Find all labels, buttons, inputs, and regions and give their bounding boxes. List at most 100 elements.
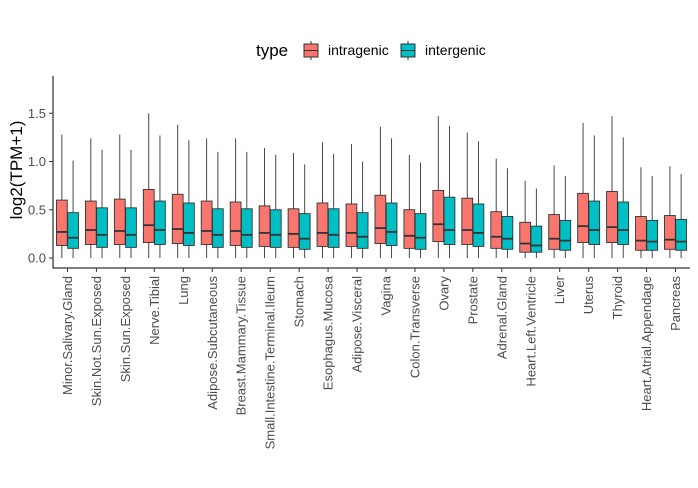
legend-label-intergenic: intergenic [425, 42, 486, 58]
box-intragenic [432, 116, 445, 258]
box-intragenic [606, 116, 618, 258]
box-intragenic [56, 134, 68, 258]
box-body [548, 214, 560, 250]
box-intergenic [414, 162, 427, 258]
box-intergenic [385, 138, 398, 258]
x-tick-label: Uterus [581, 276, 596, 315]
box-body [67, 212, 79, 249]
box-intragenic [374, 126, 387, 258]
box-intragenic [548, 165, 560, 258]
box-intergenic [588, 135, 601, 258]
x-tick-label: Esophagus.Mucosa [321, 275, 336, 390]
y-tick-label: 0.5 [28, 202, 46, 217]
x-tick-label: Lung [176, 276, 191, 305]
box-body [374, 194, 387, 244]
x-tick-label: Nerve.Tibial [147, 276, 162, 345]
y-tick-label: 1.0 [28, 154, 46, 169]
box-intragenic [84, 138, 97, 258]
box-intragenic [316, 142, 329, 258]
box-body [287, 208, 300, 248]
box-intragenic [635, 167, 647, 258]
x-tick-label: Vagina [378, 275, 393, 315]
box-body [316, 202, 329, 247]
box-intragenic [461, 132, 474, 258]
box-intergenic [472, 141, 485, 258]
box-body [664, 215, 676, 250]
box-body [443, 196, 456, 245]
box-intergenic [617, 137, 630, 258]
x-tick-label: Skin.Sun.Exposed [118, 276, 133, 382]
box-body [211, 208, 224, 248]
box-body [519, 221, 532, 253]
legend-title: type [256, 41, 288, 60]
x-tick-label: Adrenal.Gland [494, 276, 509, 359]
box-intragenic [171, 124, 184, 258]
box-body [403, 209, 416, 249]
box-body [125, 207, 137, 248]
box-body [414, 213, 427, 250]
box-intergenic [211, 151, 224, 258]
box-body [606, 190, 618, 244]
box-body [675, 218, 687, 251]
box-body [461, 197, 474, 245]
box-intergenic [125, 149, 137, 258]
x-tick-label: Heart.Atrial.Appendage [639, 276, 654, 411]
box-body [559, 219, 572, 251]
box-intergenic [501, 168, 514, 258]
box-intragenic [664, 166, 676, 258]
legend-label-intragenic: intragenic [328, 42, 389, 58]
box-intragenic [142, 113, 155, 258]
legend-item-intragenic: intragenic [303, 41, 389, 60]
legend-item-intergenic: intergenic [400, 41, 486, 60]
box-body [298, 213, 311, 250]
box-body [617, 201, 630, 245]
box-body [432, 189, 445, 243]
x-tick-label: Prostate [465, 276, 480, 324]
box-intergenic [183, 140, 195, 258]
box-intergenic [356, 161, 369, 258]
y-tick-label: 0.0 [28, 251, 46, 266]
x-tick-label: Adipose.Subcutaneous [205, 276, 220, 410]
box-intragenic [229, 138, 242, 258]
x-tick-label: Minor.Salivary.Gland [60, 276, 75, 395]
legend: type intragenic intergenic [256, 41, 486, 60]
box-body [635, 216, 647, 251]
box-body [588, 200, 601, 245]
box-body [229, 201, 242, 246]
box-body [96, 207, 108, 248]
box-intragenic [258, 147, 271, 258]
box-body [56, 199, 68, 246]
box-intragenic [113, 134, 126, 258]
box-body [258, 205, 271, 247]
box-body [200, 200, 213, 245]
box-intragenic [577, 122, 589, 258]
x-tick-label: Liver [552, 275, 567, 304]
x-tick-label: Pancreas [668, 276, 683, 331]
x-tick-label: Skin.Not.Sun.Exposed [89, 276, 104, 406]
x-tick-label: Thyroid [610, 276, 625, 319]
box-body [269, 209, 282, 248]
x-tick-label: Heart.Left.Ventricle [523, 276, 538, 387]
box-intragenic [345, 144, 358, 258]
box-body [154, 200, 166, 245]
box-body [240, 208, 253, 248]
box-body [577, 192, 589, 244]
box-body [113, 198, 126, 245]
box-intergenic [154, 135, 166, 258]
box-body [530, 225, 543, 253]
box-intergenic [559, 175, 572, 258]
box-intergenic [646, 175, 659, 258]
y-axis-label: log2(TPM+1) [7, 121, 26, 220]
box-intergenic [240, 151, 253, 258]
box-body [490, 211, 503, 249]
box-intragenic [490, 158, 503, 258]
box-intergenic [298, 164, 311, 258]
box-intergenic [96, 149, 108, 258]
box-intergenic [443, 125, 456, 258]
x-tick-label: Ovary [436, 276, 451, 311]
box-body [646, 219, 659, 251]
box-body [385, 202, 398, 246]
box-intergenic [67, 160, 79, 258]
box-intragenic [403, 154, 416, 258]
